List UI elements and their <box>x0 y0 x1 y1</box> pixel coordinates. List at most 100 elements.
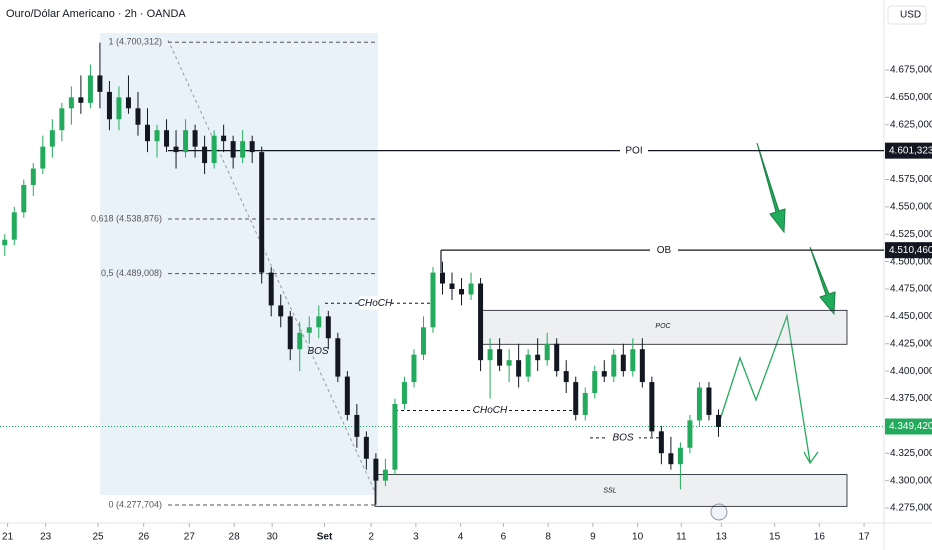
y-tick-label: 4.275,000 <box>890 503 932 514</box>
price-badge <box>885 242 932 259</box>
currency: USD <box>900 10 921 21</box>
candle-body <box>611 354 617 377</box>
candle-body <box>306 327 312 333</box>
candle-body <box>639 349 645 383</box>
y-tick-label: 4.375,000 <box>890 393 932 404</box>
candle-body <box>68 97 74 109</box>
candle-body <box>97 75 103 92</box>
structure-label-bg <box>474 403 506 418</box>
candle-body <box>516 360 522 377</box>
level-label-bg <box>650 243 678 258</box>
y-tick-label: 4.400,000 <box>890 366 932 377</box>
candle-body <box>687 420 693 448</box>
level-label: OB <box>657 245 672 256</box>
price-badge <box>885 142 932 159</box>
candle-body <box>601 371 607 377</box>
candle-body <box>154 130 160 142</box>
candle-body <box>563 371 569 383</box>
candle-body <box>221 135 227 142</box>
structure-label: CHoCH <box>473 405 508 416</box>
candle-body <box>192 130 198 147</box>
y-tick-label: 4.425,000 <box>890 338 932 349</box>
candle-body <box>535 354 541 361</box>
candle-body <box>30 168 36 185</box>
price-badge-label: 4.601,323 <box>889 145 932 156</box>
x-tick-label: 4 <box>458 532 464 543</box>
candle-body <box>173 146 179 153</box>
chart-title: Ouro/Dólar Americano · 2h · OANDA <box>6 8 186 20</box>
x-tick-label: 17 <box>859 532 871 543</box>
candle-body <box>668 453 674 465</box>
candle-body <box>411 354 417 383</box>
fib-area <box>100 33 378 495</box>
level-label-bg <box>620 143 648 158</box>
candle-body <box>278 305 284 317</box>
candle-body <box>49 130 55 147</box>
candle-body <box>382 469 388 481</box>
candle-body <box>554 343 560 372</box>
y-tick-label: 4.300,000 <box>890 475 932 486</box>
candle-body <box>677 447 683 465</box>
candle-body <box>363 436 369 459</box>
candle-body <box>658 431 664 454</box>
x-tick-label: 2 <box>368 532 374 543</box>
price-badge-label: 4.510,460 <box>889 245 932 256</box>
candle-body <box>573 382 579 415</box>
candle-body <box>449 283 455 289</box>
currency-button[interactable] <box>887 5 927 25</box>
candle-body <box>344 376 350 415</box>
zone-label: SSL <box>603 487 616 494</box>
candle-body <box>706 387 712 415</box>
candle-body <box>164 130 170 147</box>
x-tick-label: Set <box>317 532 333 543</box>
y-tick-label: 4.650,000 <box>890 92 932 103</box>
candle-body <box>202 146 208 164</box>
zone-label: POC <box>655 323 671 330</box>
price-badge-label: 4.349,420 <box>889 421 932 432</box>
candle-body <box>525 354 531 377</box>
candle-body <box>2 239 8 246</box>
arrow <box>809 246 836 316</box>
candle-body <box>544 343 550 361</box>
x-tick-label: 27 <box>184 532 196 543</box>
candle-body <box>497 349 503 366</box>
candle-body <box>468 283 474 295</box>
candle-body <box>459 288 465 295</box>
candle-body <box>268 272 274 306</box>
candle-body <box>420 327 426 355</box>
y-tick-label: 4.575,000 <box>890 174 932 185</box>
event-icon[interactable] <box>710 503 728 521</box>
candle-body <box>440 272 445 284</box>
candle-body <box>696 387 702 421</box>
zone <box>479 309 848 345</box>
x-tick-label: 11 <box>676 532 687 543</box>
candle-body <box>135 108 141 125</box>
arrow <box>756 142 786 234</box>
y-tick-label: 4.325,000 <box>890 448 932 459</box>
candle-body <box>392 403 398 470</box>
y-tick-label: 4.550,000 <box>890 201 932 212</box>
structure-label: BOS <box>612 433 633 444</box>
x-tick-label: 21 <box>2 532 14 543</box>
y-tick-label: 4.675,000 <box>890 65 932 76</box>
x-tick-label: 16 <box>814 532 826 543</box>
fib-label: 0,5 (4.489,008) <box>101 268 162 278</box>
candle-body <box>249 141 255 153</box>
candle-body <box>430 272 436 328</box>
candle-body <box>630 349 636 372</box>
candle-body <box>620 354 626 372</box>
price-badge <box>885 418 932 435</box>
candle-body <box>183 130 189 153</box>
candle-body <box>287 316 293 350</box>
candle-body <box>240 141 246 158</box>
candle-body <box>87 75 93 103</box>
x-tick-label: 8 <box>545 532 551 543</box>
y-tick-label: 4.500,000 <box>890 256 932 267</box>
candle-body <box>478 283 484 361</box>
fib-label: 0,618 (4.538,876) <box>91 213 162 223</box>
candle-body <box>592 371 598 394</box>
candle-body <box>401 382 407 404</box>
candle-body <box>582 393 588 415</box>
candle-body <box>145 124 150 142</box>
structure-label: BOS <box>307 346 328 357</box>
